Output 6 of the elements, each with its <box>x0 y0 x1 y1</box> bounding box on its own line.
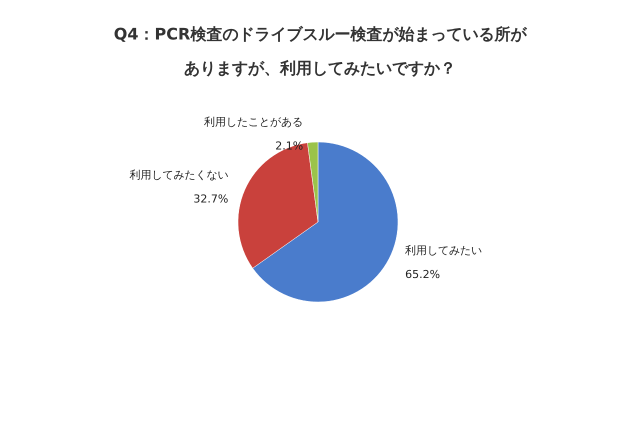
data-label: 65.2% <box>405 268 440 281</box>
slice-label: 利用してみたい <box>405 244 482 257</box>
slice-label: 利用してみたくない <box>129 168 228 182</box>
chart-title: Q4：PCR検査のドライブスルー検査が始まっている所がありますが、利用してみたいですか？ <box>114 24 528 78</box>
slice-label: 利用したことがある <box>204 116 304 129</box>
data-label: 32.7% <box>193 192 228 206</box>
